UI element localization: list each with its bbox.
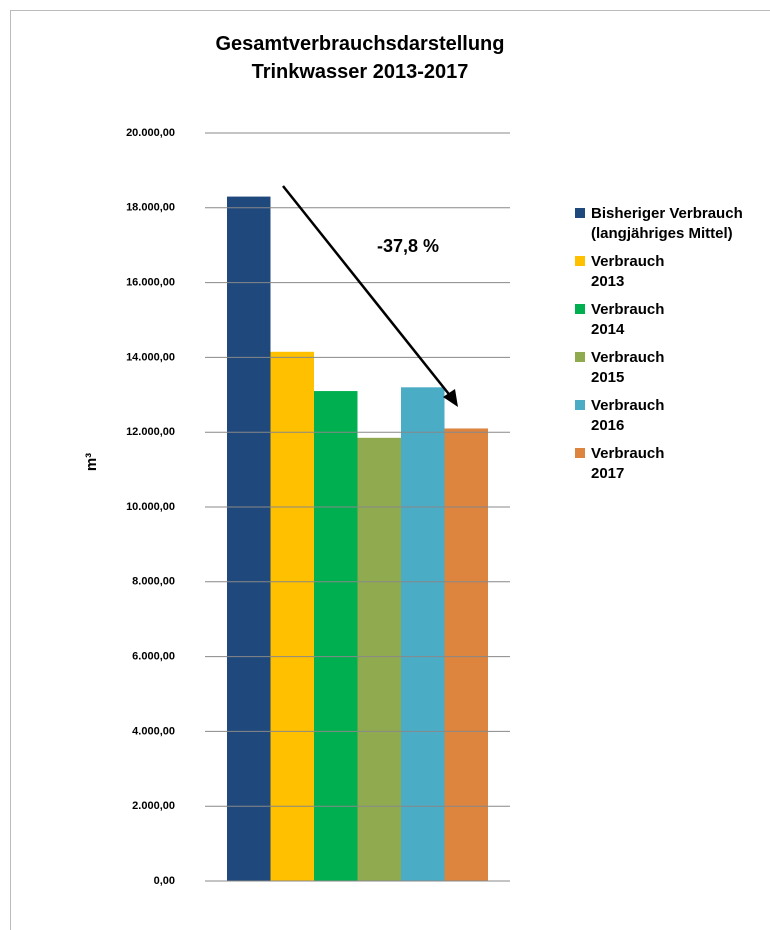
bar — [270, 351, 314, 881]
y-tick-label: 18.000,00 — [126, 202, 175, 214]
legend-label: Verbrauch 2013 — [591, 253, 665, 290]
y-tick-label: 12.000,00 — [126, 426, 175, 438]
legend-item: Verbrauch 2017 — [575, 444, 770, 484]
y-tick-label: 2.000,00 — [132, 800, 175, 812]
bar — [401, 387, 445, 881]
arrow — [282, 185, 453, 399]
y-tick-label: 20.000,00 — [126, 127, 175, 139]
legend-item: Verbrauch 2014 — [575, 300, 770, 340]
legend: Bisheriger Verbrauch (langjähriges Mitte… — [575, 204, 770, 492]
arrow-head — [443, 389, 458, 407]
y-tick-label: 16.000,00 — [126, 277, 175, 289]
legend-label: Verbrauch 2016 — [591, 397, 665, 434]
y-tick-label: 6.000,00 — [132, 651, 175, 663]
y-tick-label: 10.000,00 — [126, 501, 175, 513]
y-tick-label: 8.000,00 — [132, 576, 175, 588]
legend-swatch — [575, 400, 585, 410]
chart-frame — [10, 10, 770, 930]
legend-label: Verbrauch 2015 — [591, 349, 665, 386]
legend-swatch — [575, 352, 585, 362]
legend-item: Verbrauch 2013 — [575, 252, 770, 292]
y-tick-label: 14.000,00 — [126, 351, 175, 363]
y-tick-label: 0,00 — [154, 875, 175, 887]
legend-swatch — [575, 256, 585, 266]
bar — [444, 428, 488, 881]
legend-swatch — [575, 304, 585, 314]
legend-item: Verbrauch 2016 — [575, 396, 770, 436]
y-tick-label: 4.000,00 — [132, 725, 175, 737]
bar — [357, 437, 401, 881]
legend-label: Verbrauch 2017 — [591, 445, 665, 482]
bar — [227, 196, 271, 881]
legend-label: Bisheriger Verbrauch (langjähriges Mitte… — [591, 205, 743, 242]
legend-swatch — [575, 208, 585, 218]
legend-swatch — [575, 448, 585, 458]
bar — [314, 391, 358, 881]
legend-item: Verbrauch 2015 — [575, 348, 770, 388]
legend-label: Verbrauch 2014 — [591, 301, 665, 338]
legend-item: Bisheriger Verbrauch (langjähriges Mitte… — [575, 204, 770, 244]
chart-title: Gesamtverbrauchsdarstellung Trinkwasser … — [215, 33, 505, 83]
annotation: -37,8 % — [377, 236, 439, 256]
y-axis-label: m³ — [83, 453, 100, 471]
